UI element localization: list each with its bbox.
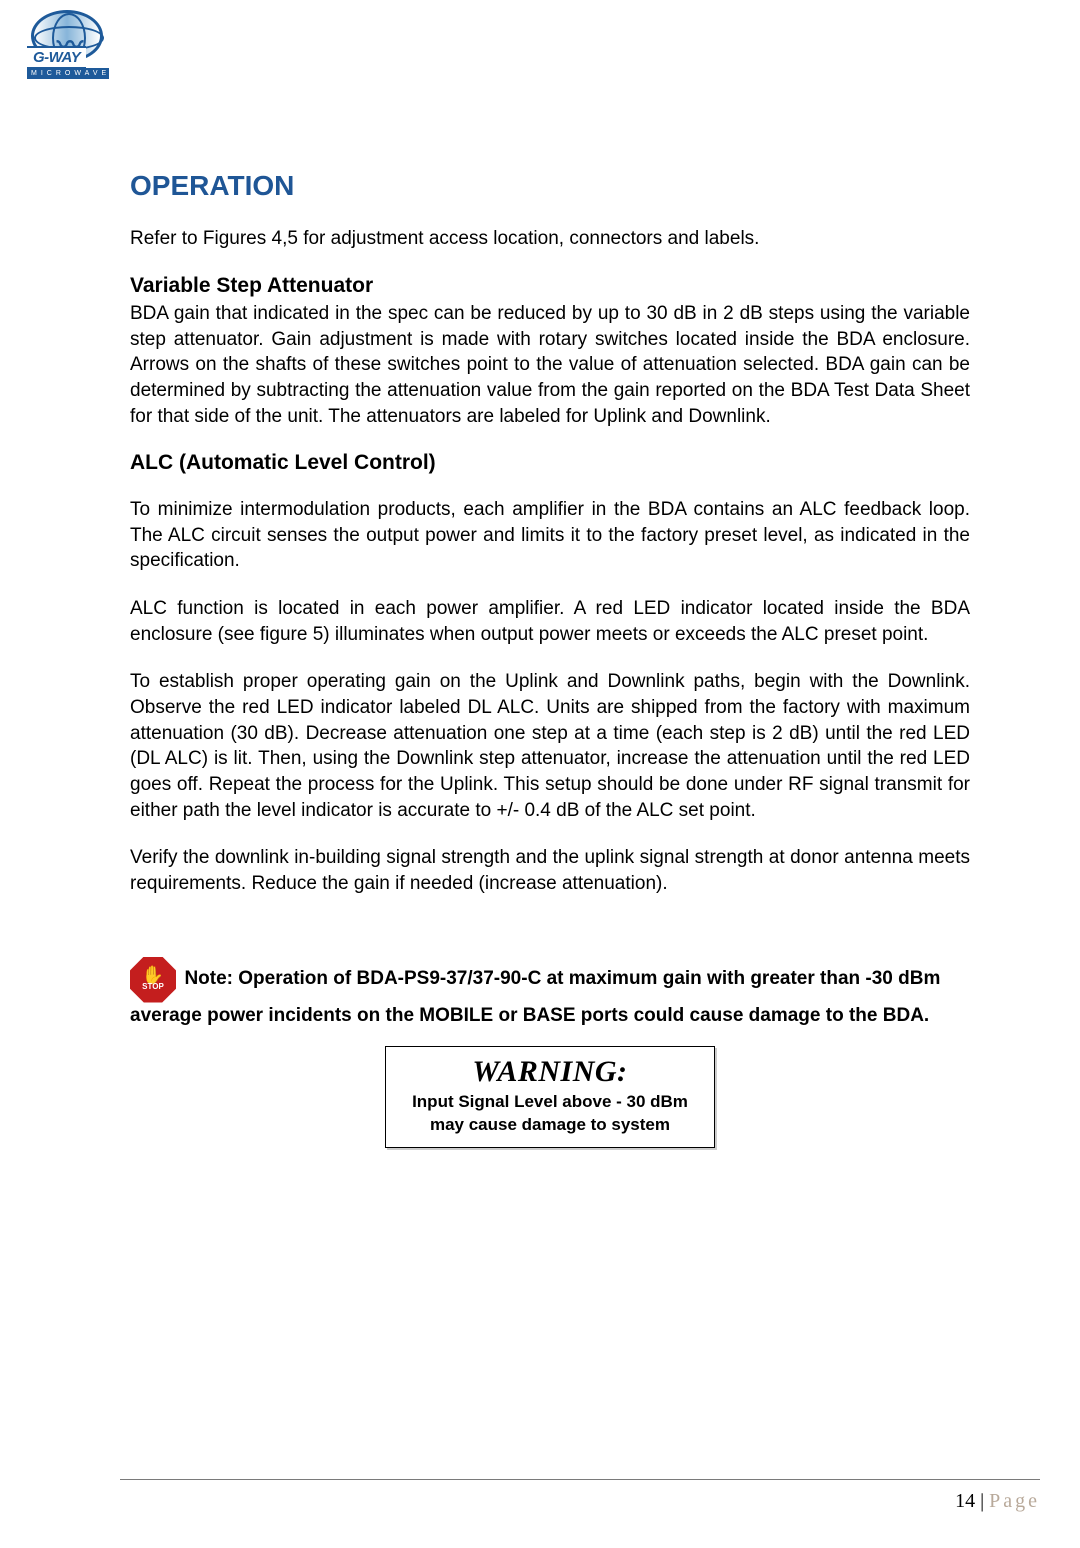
section-alc-p2: ALC function is located in each power am… xyxy=(130,596,970,647)
page-content: OPERATION Refer to Figures 4,5 for adjus… xyxy=(130,170,970,1148)
section-alc-p3: To establish proper operating gain on th… xyxy=(130,669,970,823)
stop-label: STOP xyxy=(142,982,164,991)
note-text: Note: Operation of BDA-PS9-37/37-90-C at… xyxy=(130,968,940,1026)
page-footer: 14 | Page xyxy=(955,1490,1040,1513)
note-section: ✋ STOP Note: Operation of BDA-PS9-37/37-… xyxy=(130,957,970,1029)
page-number: 14 xyxy=(955,1490,975,1512)
footer-divider xyxy=(120,1479,1040,1480)
section-alc-p1: To minimize intermodulation products, ea… xyxy=(130,497,970,574)
stop-icon: ✋ STOP xyxy=(130,957,176,1003)
intro-paragraph: Refer to Figures 4,5 for adjustment acce… xyxy=(130,228,970,250)
section-alc-title: ALC (Automatic Level Control) xyxy=(130,451,970,475)
hand-icon: ✋ xyxy=(142,968,164,982)
company-logo: 〰 G-WAY MICROWAVE xyxy=(25,10,110,88)
section-alc-p4: Verify the downlink in-building signal s… xyxy=(130,845,970,896)
page-separator: | xyxy=(975,1490,989,1512)
section-attenuator-body: BDA gain that indicated in the spec can … xyxy=(130,301,970,429)
page-title: OPERATION xyxy=(130,170,970,202)
warning-body: Input Signal Level above - 30 dBm may ca… xyxy=(400,1091,700,1137)
warning-title: WARNING: xyxy=(400,1055,700,1089)
logo-brand-bottom: MICROWAVE xyxy=(27,68,109,79)
warning-box: WARNING: Input Signal Level above - 30 d… xyxy=(385,1046,715,1148)
page-label: Page xyxy=(989,1490,1040,1512)
logo-brand-top: G-WAY xyxy=(27,46,86,69)
section-attenuator-title: Variable Step Attenuator xyxy=(130,274,970,298)
